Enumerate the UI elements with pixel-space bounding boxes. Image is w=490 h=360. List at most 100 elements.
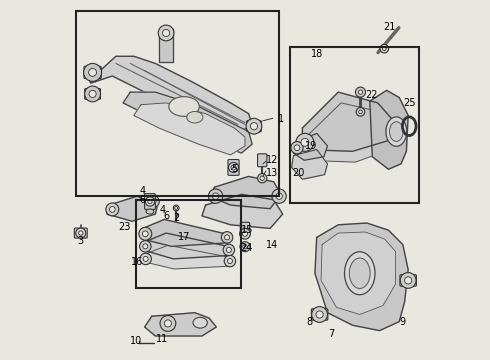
Polygon shape bbox=[144, 245, 232, 269]
Circle shape bbox=[400, 273, 416, 288]
Circle shape bbox=[84, 63, 101, 81]
Circle shape bbox=[226, 247, 231, 252]
Text: 11: 11 bbox=[156, 333, 168, 343]
Text: 2: 2 bbox=[174, 213, 180, 222]
FancyBboxPatch shape bbox=[85, 89, 100, 99]
Polygon shape bbox=[143, 233, 231, 259]
Circle shape bbox=[276, 193, 282, 199]
Polygon shape bbox=[292, 149, 327, 179]
Ellipse shape bbox=[169, 96, 199, 116]
Circle shape bbox=[246, 118, 262, 134]
Text: 1: 1 bbox=[278, 114, 284, 124]
Circle shape bbox=[89, 90, 96, 98]
Text: 13: 13 bbox=[266, 168, 278, 178]
FancyBboxPatch shape bbox=[246, 121, 261, 132]
FancyBboxPatch shape bbox=[74, 228, 87, 238]
Circle shape bbox=[240, 228, 250, 239]
Circle shape bbox=[143, 256, 148, 261]
Circle shape bbox=[158, 25, 174, 41]
Circle shape bbox=[243, 231, 247, 236]
Text: 23: 23 bbox=[119, 222, 131, 231]
Bar bbox=[290, 47, 419, 203]
Circle shape bbox=[358, 90, 363, 94]
Ellipse shape bbox=[187, 112, 203, 123]
Circle shape bbox=[243, 244, 247, 249]
FancyBboxPatch shape bbox=[258, 154, 267, 167]
Circle shape bbox=[301, 138, 309, 146]
Circle shape bbox=[228, 162, 239, 172]
Text: 6: 6 bbox=[140, 195, 146, 205]
Text: 15: 15 bbox=[241, 225, 253, 235]
Circle shape bbox=[272, 189, 286, 203]
FancyBboxPatch shape bbox=[240, 222, 250, 235]
Circle shape bbox=[212, 193, 219, 199]
Circle shape bbox=[160, 316, 176, 331]
Polygon shape bbox=[107, 196, 157, 221]
Polygon shape bbox=[143, 220, 229, 246]
Circle shape bbox=[163, 30, 170, 37]
Text: 12: 12 bbox=[266, 155, 278, 165]
Polygon shape bbox=[294, 134, 327, 160]
Text: 17: 17 bbox=[178, 232, 190, 242]
Circle shape bbox=[356, 108, 365, 116]
Circle shape bbox=[405, 277, 412, 284]
FancyBboxPatch shape bbox=[400, 275, 416, 286]
Circle shape bbox=[89, 68, 97, 76]
Text: 6: 6 bbox=[163, 211, 169, 221]
Bar bbox=[76, 12, 279, 196]
Text: 24: 24 bbox=[241, 243, 253, 253]
Circle shape bbox=[383, 47, 386, 50]
Circle shape bbox=[227, 258, 232, 264]
Polygon shape bbox=[202, 194, 283, 228]
Text: 18: 18 bbox=[311, 49, 323, 59]
FancyBboxPatch shape bbox=[145, 194, 155, 210]
Circle shape bbox=[260, 176, 265, 180]
Ellipse shape bbox=[349, 258, 370, 288]
Circle shape bbox=[208, 189, 223, 203]
Ellipse shape bbox=[390, 122, 403, 141]
Polygon shape bbox=[134, 103, 245, 155]
Circle shape bbox=[312, 307, 327, 322]
Circle shape bbox=[139, 227, 152, 240]
Text: 8: 8 bbox=[306, 317, 313, 327]
Circle shape bbox=[76, 228, 86, 238]
Circle shape bbox=[250, 123, 258, 130]
Ellipse shape bbox=[386, 117, 407, 146]
Polygon shape bbox=[159, 30, 173, 62]
Polygon shape bbox=[302, 92, 392, 151]
Polygon shape bbox=[370, 90, 408, 169]
Circle shape bbox=[164, 320, 171, 327]
Text: 4: 4 bbox=[140, 186, 146, 196]
Circle shape bbox=[223, 244, 235, 256]
Text: 22: 22 bbox=[365, 90, 377, 100]
Text: 3: 3 bbox=[77, 236, 83, 246]
Text: 19: 19 bbox=[305, 141, 318, 151]
FancyBboxPatch shape bbox=[311, 309, 328, 320]
Circle shape bbox=[78, 231, 83, 235]
Circle shape bbox=[224, 255, 236, 267]
Text: 25: 25 bbox=[404, 98, 416, 108]
Circle shape bbox=[151, 199, 156, 204]
Bar bbox=[136, 200, 242, 288]
Polygon shape bbox=[123, 92, 252, 153]
Circle shape bbox=[148, 196, 159, 207]
Circle shape bbox=[240, 242, 250, 252]
Circle shape bbox=[146, 197, 155, 206]
Text: 9: 9 bbox=[400, 317, 406, 327]
FancyBboxPatch shape bbox=[84, 66, 101, 78]
Polygon shape bbox=[321, 232, 395, 315]
Circle shape bbox=[221, 231, 233, 243]
Text: 10: 10 bbox=[129, 336, 142, 346]
Text: 16: 16 bbox=[131, 257, 144, 267]
Circle shape bbox=[359, 110, 362, 114]
Polygon shape bbox=[209, 176, 281, 209]
Circle shape bbox=[109, 207, 115, 212]
Circle shape bbox=[140, 253, 151, 265]
Circle shape bbox=[291, 141, 303, 154]
FancyBboxPatch shape bbox=[228, 159, 239, 175]
Circle shape bbox=[296, 134, 314, 151]
Polygon shape bbox=[315, 223, 408, 330]
Circle shape bbox=[173, 205, 179, 211]
Circle shape bbox=[148, 199, 152, 204]
Circle shape bbox=[355, 87, 366, 97]
